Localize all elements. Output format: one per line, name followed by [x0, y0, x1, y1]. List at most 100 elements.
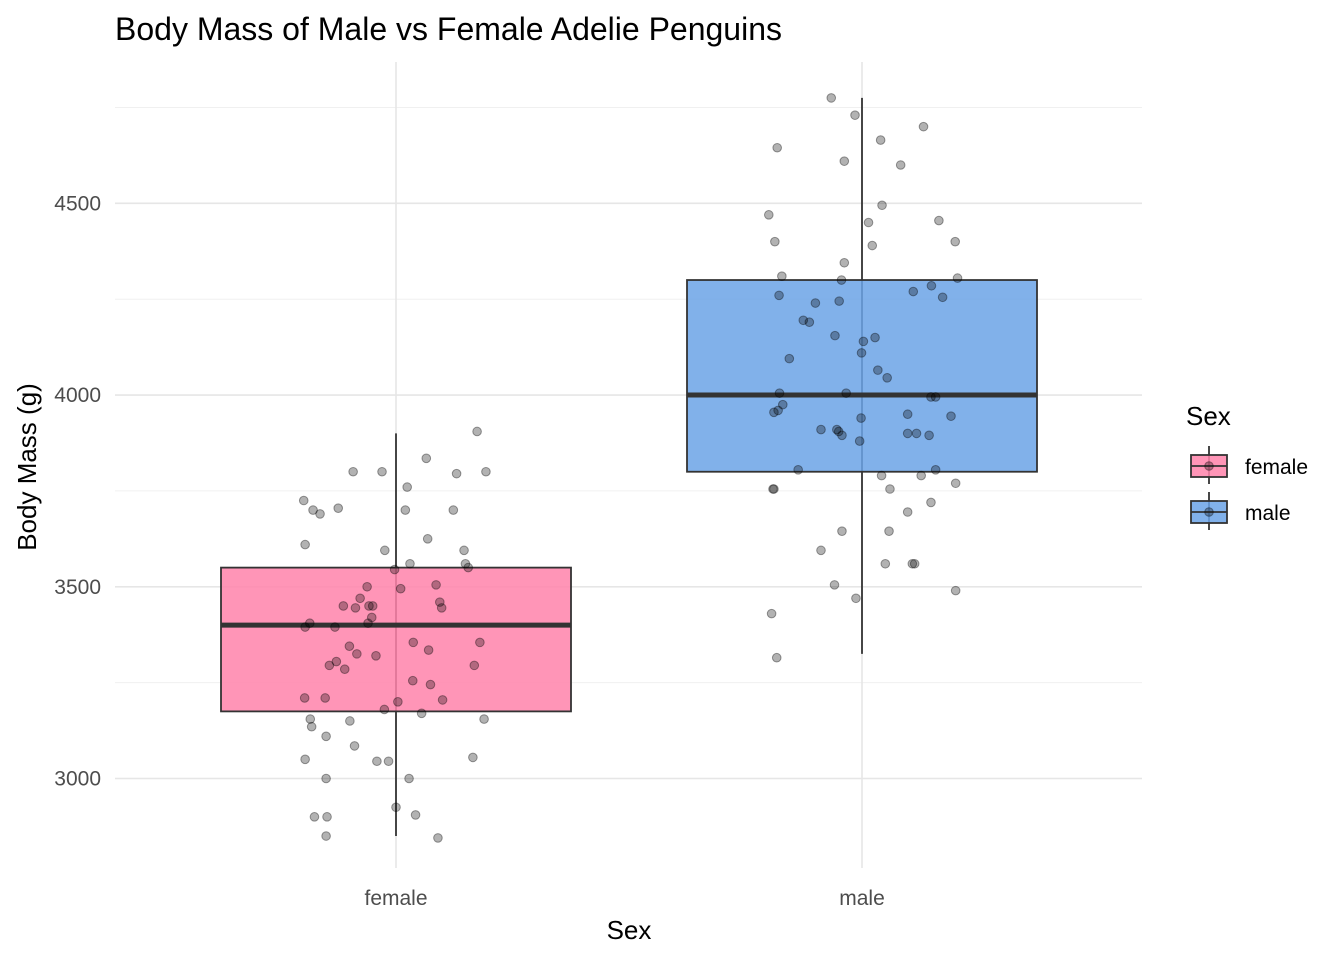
- y-axis: 3000 3500 4000 4500: [54, 192, 101, 790]
- data-point: [777, 271, 787, 281]
- data-point: [885, 484, 895, 494]
- data-point: [309, 812, 320, 822]
- data-point: [810, 298, 821, 308]
- data-point: [380, 545, 390, 556]
- data-point: [773, 405, 783, 416]
- data-point: [870, 332, 880, 343]
- data-point: [946, 411, 956, 421]
- data-point: [423, 645, 434, 655]
- chart-title: Body Mass of Male vs Female Adelie Pengu…: [115, 11, 782, 47]
- data-point: [902, 507, 913, 517]
- data-point: [793, 465, 803, 475]
- data-point: [338, 601, 349, 611]
- data-point: [460, 558, 471, 569]
- data-point: [321, 731, 331, 742]
- jitter-points: [298, 93, 963, 843]
- data-point: [873, 365, 883, 375]
- data-point: [926, 392, 936, 402]
- data-point: [877, 200, 887, 211]
- data-point: [331, 656, 342, 667]
- data-point: [769, 407, 779, 418]
- data-point: [371, 650, 381, 661]
- data-point: [379, 704, 390, 715]
- data-point: [926, 497, 936, 508]
- data-point: [299, 693, 310, 703]
- y-tick-label: 3500: [54, 576, 101, 599]
- data-point: [867, 240, 878, 251]
- data-point: [834, 296, 844, 306]
- data-point: [804, 317, 815, 328]
- data-point: [909, 558, 920, 569]
- data-point: [330, 622, 340, 632]
- data-point: [876, 470, 887, 481]
- boxes: [220, 97, 1038, 837]
- legend-key-point: [1204, 461, 1214, 471]
- data-point: [459, 545, 469, 556]
- data-point: [774, 290, 784, 301]
- data-point: [437, 695, 448, 705]
- data-point: [300, 622, 310, 632]
- data-point: [839, 156, 850, 166]
- data-point: [816, 545, 826, 556]
- data-point: [772, 142, 782, 153]
- data-point: [911, 428, 922, 439]
- data-point: [851, 593, 861, 604]
- data-point: [350, 603, 361, 613]
- data-point: [300, 539, 310, 550]
- data-point: [463, 562, 474, 573]
- data-point: [895, 160, 906, 170]
- data-point: [367, 601, 378, 611]
- data-point: [884, 526, 894, 536]
- legend-entry-female: female: [1190, 446, 1308, 484]
- data-point: [937, 292, 948, 303]
- data-point: [322, 812, 332, 822]
- box-male: [686, 279, 1038, 473]
- data-point: [425, 679, 436, 690]
- data-point: [402, 482, 412, 492]
- data-point: [355, 593, 365, 604]
- data-point: [308, 505, 318, 515]
- data-point: [875, 135, 886, 145]
- data-point: [833, 426, 844, 437]
- data-point: [858, 336, 869, 347]
- data-point: [832, 424, 842, 435]
- data-point: [366, 612, 377, 623]
- data-point: [918, 121, 929, 132]
- y-tick-label: 3000: [54, 768, 101, 791]
- data-point: [798, 315, 809, 326]
- data-point: [324, 660, 335, 671]
- data-point: [836, 275, 847, 285]
- data-point: [298, 495, 309, 506]
- data-point: [907, 558, 918, 569]
- data-point: [839, 257, 850, 268]
- data-point: [926, 280, 937, 291]
- data-point: [320, 693, 330, 703]
- data-point: [404, 773, 414, 784]
- data-point: [410, 810, 421, 820]
- data-point: [416, 708, 427, 719]
- x-axis-title: Sex: [607, 915, 652, 945]
- data-point: [784, 353, 795, 364]
- y-tick-label: 4000: [54, 384, 101, 407]
- data-point: [383, 756, 394, 767]
- data-point: [475, 637, 485, 648]
- y-axis-title: Body Mass (g): [12, 383, 42, 551]
- data-point: [435, 597, 445, 607]
- data-point: [362, 581, 372, 592]
- data-point: [916, 470, 926, 481]
- data-point: [408, 637, 419, 648]
- data-point: [407, 675, 418, 686]
- data-point: [854, 436, 865, 446]
- data-point: [377, 466, 387, 477]
- data-point: [352, 649, 362, 659]
- data-point: [348, 466, 358, 477]
- data-point: [422, 534, 433, 544]
- data-point: [433, 833, 443, 843]
- legend-label: male: [1245, 502, 1291, 525]
- x-tick-label: female: [364, 887, 427, 910]
- data-point: [321, 773, 331, 784]
- data-point: [305, 714, 316, 724]
- data-point: [930, 465, 941, 475]
- data-point: [850, 110, 860, 120]
